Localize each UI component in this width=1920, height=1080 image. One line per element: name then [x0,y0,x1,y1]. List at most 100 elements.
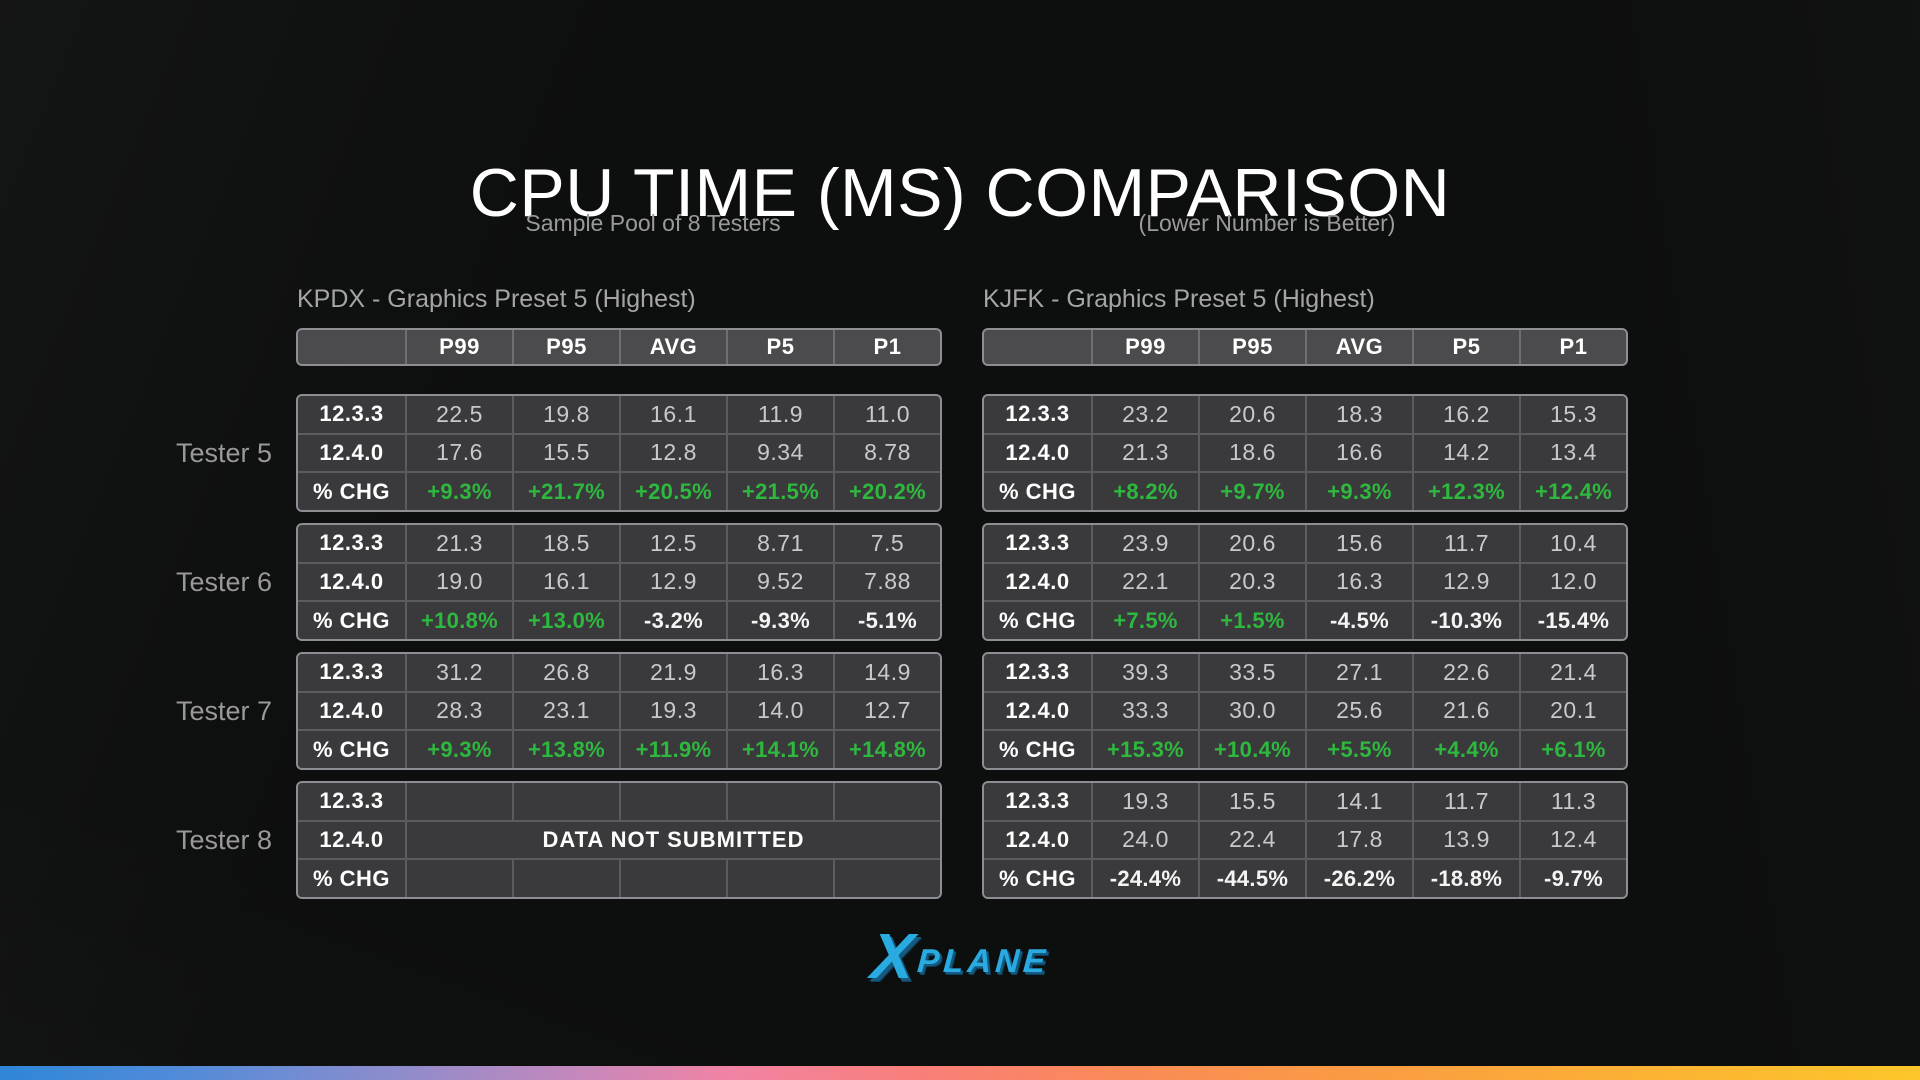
data-cell: 23.2 [1093,396,1198,433]
data-cell: +9.7% [1200,473,1305,510]
data-cell [835,783,940,820]
data-cell: 33.3 [1093,692,1198,730]
data-cell: +21.5% [728,473,833,510]
table-title-kjfk: KJFK - Graphics Preset 5 (Highest) [983,284,1375,313]
data-cell: +6.1% [1521,731,1626,768]
tester-group: 12.3.3 21.3 18.5 12.5 8.71 7.5 12.4.0 19.0 16.1 1… [296,523,942,641]
data-cell: 25.6 [1307,692,1412,730]
data-cell: 16.1 [621,396,726,433]
data-cell: 11.7 [1414,783,1519,820]
row-label: 12.4.0 [298,434,405,472]
table-header-kpdx: P99 P95 AVG P5 P1 [296,328,942,366]
column-header-blank [984,330,1091,364]
data-cell: 12.8 [621,434,726,472]
row-label: 12.3.3 [984,525,1091,562]
row-label: 12.3.3 [298,525,405,562]
tester-group: 12.3.3 23.9 20.6 15.6 11.7 10.4 12.4.0 22.1 20.3… [982,523,1628,641]
data-cell: 17.8 [1307,821,1412,859]
tester-group: 12.3.3 31.2 26.8 21.9 16.3 14.9 12.4.0 28.3 23.1… [296,652,942,770]
data-cell: -9.7% [1521,860,1626,897]
column-header-avg: AVG [1307,330,1412,364]
data-cell [621,783,726,820]
row-label: % CHG [298,473,405,510]
column-header-p95: P95 [1200,330,1305,364]
data-cell: 21.9 [621,654,726,691]
data-cell: 21.3 [1093,434,1198,472]
row-label: 12.4.0 [984,434,1091,472]
data-cell: +11.9% [621,731,726,768]
data-cell: 7.88 [835,563,940,601]
row-label: 12.4.0 [984,692,1091,730]
row-label: 12.3.3 [298,396,405,433]
data-cell: +13.8% [514,731,619,768]
tester-group: 12.3.3 39.3 33.5 27.1 22.6 21.4 12.4.0 33.3 30.0… [982,652,1628,770]
subtitle-sample-pool: Sample Pool of 8 Testers [525,210,781,236]
data-cell [407,860,512,897]
data-cell: 12.4 [1521,821,1626,859]
data-cell: 7.5 [835,525,940,562]
data-cell [514,783,619,820]
tester-label: Tester 6 [175,566,272,597]
data-cell [728,860,833,897]
row-label: % CHG [984,860,1091,897]
column-header-p95: P95 [514,330,619,364]
data-cell: 33.5 [1200,654,1305,691]
data-cell: 21.4 [1521,654,1626,691]
data-cell: 24.0 [1093,821,1198,859]
data-cell: 16.3 [728,654,833,691]
row-label: 12.3.3 [984,396,1091,433]
table-kjfk: KJFK - Graphics Preset 5 (Highest) P99 P9… [982,0,1628,1080]
data-cell: +20.2% [835,473,940,510]
data-cell: 30.0 [1200,692,1305,730]
data-cell: +4.4% [1414,731,1519,768]
data-cell: 21.3 [407,525,512,562]
table-header-kjfk: P99 P95 AVG P5 P1 [982,328,1628,366]
column-header-avg: AVG [621,330,726,364]
data-cell: 9.52 [728,563,833,601]
data-cell: -26.2% [1307,860,1412,897]
data-cell: -3.2% [621,602,726,639]
row-label: % CHG [984,731,1091,768]
data-cell: 27.1 [1307,654,1412,691]
data-cell: 10.4 [1521,525,1626,562]
subtitle-lower-is-better: (Lower Number is Better) [1138,210,1396,236]
row-label: 12.3.3 [298,654,405,691]
data-cell: 18.5 [514,525,619,562]
row-label: 12.3.3 [984,654,1091,691]
data-cell: 15.6 [1307,525,1412,562]
data-cell: 13.4 [1521,434,1626,472]
data-cell: 22.6 [1414,654,1519,691]
data-cell: 22.1 [1093,563,1198,601]
row-label: % CHG [984,473,1091,510]
row-label: 12.4.0 [298,692,405,730]
data-cell: 16.3 [1307,563,1412,601]
data-cell: 19.8 [514,396,619,433]
row-label: 12.4.0 [298,821,405,859]
data-cell: 16.2 [1414,396,1519,433]
data-cell: 19.0 [407,563,512,601]
data-cell: +9.3% [407,731,512,768]
data-cell: 16.6 [1307,434,1412,472]
data-cell: 12.5 [621,525,726,562]
tester-group: 12.3.3 19.3 15.5 14.1 11.7 11.3 12.4.0 24.0 22.4… [982,781,1628,899]
data-cell: +20.5% [621,473,726,510]
row-label: 12.4.0 [298,563,405,601]
data-cell: +9.3% [407,473,512,510]
column-header-p1: P1 [835,330,940,364]
row-label: % CHG [984,602,1091,639]
data-cell: -5.1% [835,602,940,639]
data-cell: -9.3% [728,602,833,639]
tester-label: Tester 5 [175,437,272,468]
column-header-p99: P99 [407,330,512,364]
data-cell: +10.8% [407,602,512,639]
row-label: 12.4.0 [984,563,1091,601]
data-cell [514,860,619,897]
data-cell: 16.1 [514,563,619,601]
column-header-p1: P1 [1521,330,1626,364]
data-cell: 15.3 [1521,396,1626,433]
data-cell: 22.5 [407,396,512,433]
xplane-logo-x-mark: X [868,920,917,992]
data-cell: -4.5% [1307,602,1412,639]
column-header-blank [298,330,405,364]
